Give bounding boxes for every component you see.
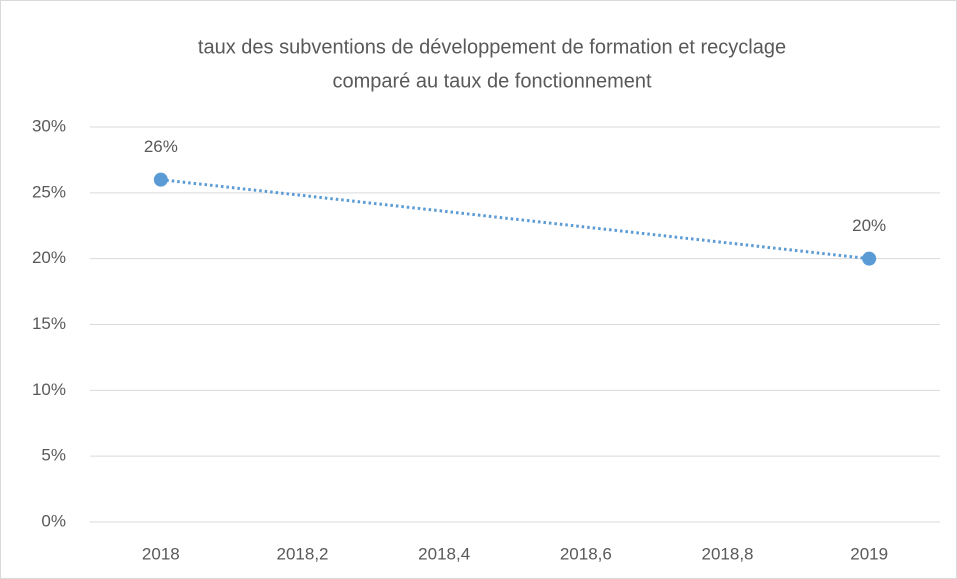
data-label: 26%: [144, 137, 178, 156]
x-tick-label: 2018: [142, 544, 180, 563]
y-tick-label: 5%: [41, 446, 66, 465]
y-tick-label: 20%: [32, 248, 66, 267]
data-point: [153, 172, 168, 187]
data-point: [862, 251, 877, 266]
chart-title: comparé au taux de fonctionnement: [332, 70, 652, 92]
data-label: 20%: [852, 216, 886, 235]
y-tick-label: 25%: [32, 182, 66, 201]
y-tick-label: 10%: [32, 380, 66, 399]
x-tick-label: 2018,8: [702, 544, 754, 563]
chart-title: taux des subventions de développement de…: [198, 36, 786, 58]
y-tick-label: 30%: [32, 116, 66, 135]
x-tick-label: 2018,4: [418, 544, 470, 563]
x-tick-label: 2018,2: [277, 544, 329, 563]
x-tick-label: 2019: [850, 544, 888, 563]
x-tick-label: 2018,6: [560, 544, 612, 563]
y-tick-label: 0%: [41, 511, 66, 530]
y-tick-label: 15%: [32, 314, 66, 333]
